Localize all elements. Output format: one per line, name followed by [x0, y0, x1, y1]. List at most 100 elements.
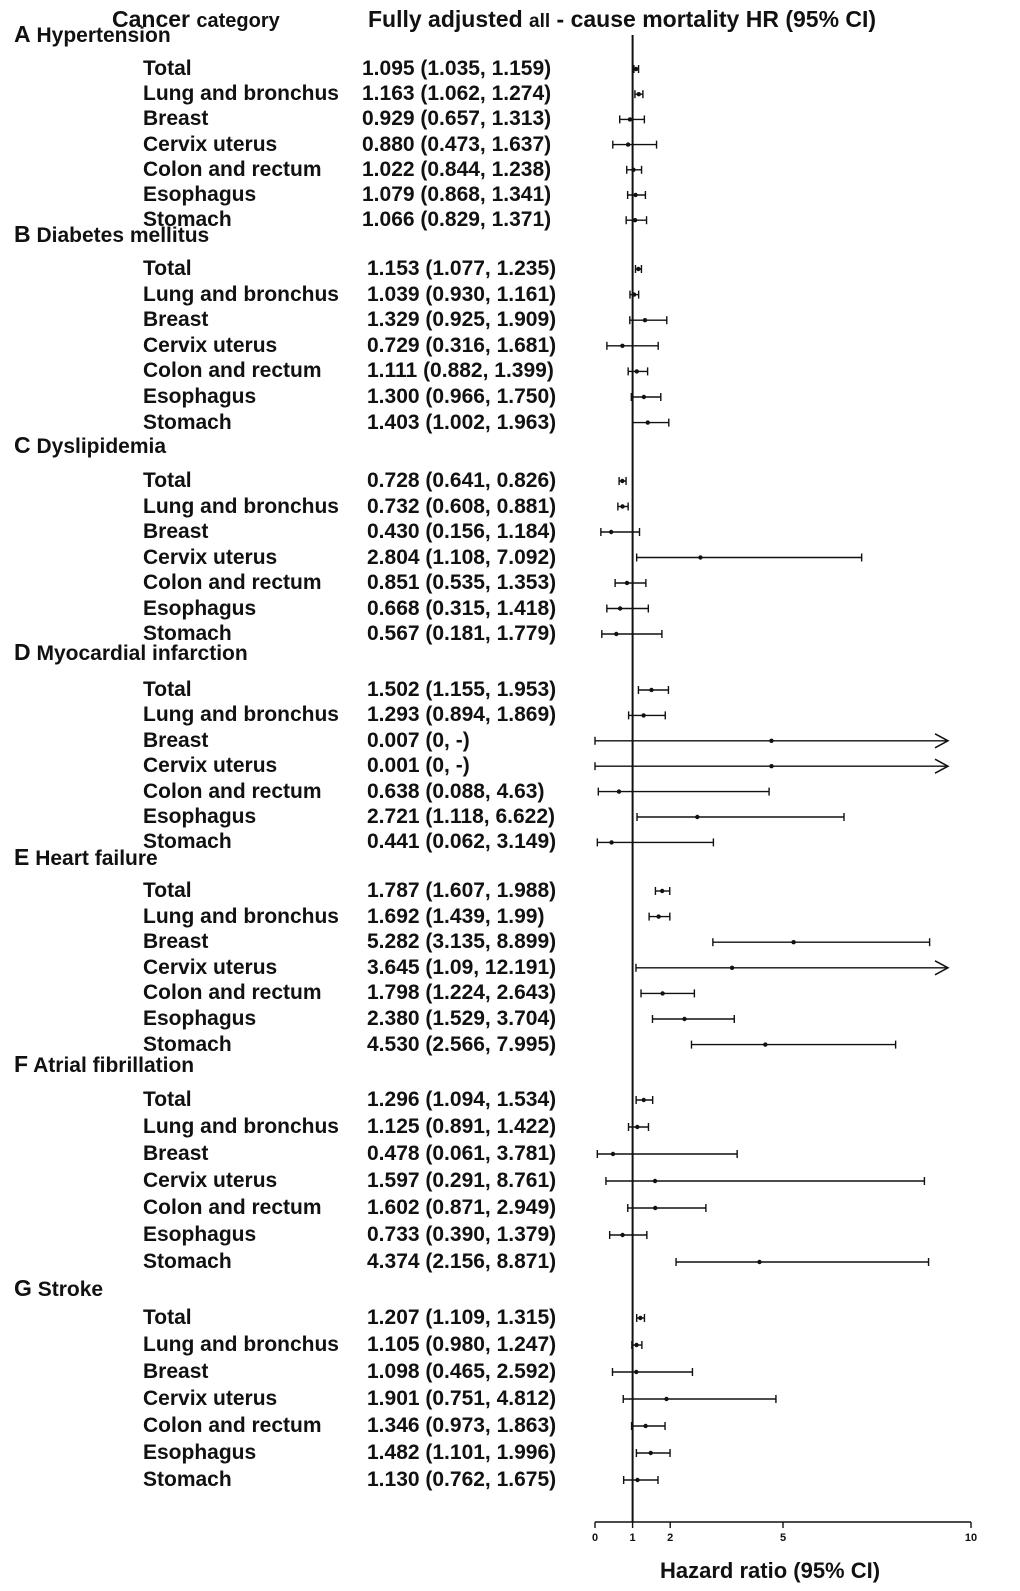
group-heading: B Diabetes mellitus: [14, 221, 209, 248]
row-label-esophagus: Esophagus: [143, 183, 257, 206]
group-letter: G: [14, 1275, 32, 1301]
x-tick-label: 1: [630, 1532, 636, 1544]
group-heading: F Atrial fibrillation: [14, 1051, 194, 1078]
ci-arrow-open: [934, 758, 950, 774]
row-label-colon-rectum: Colon and rectum: [143, 571, 322, 594]
row-value-breast: 0.478 (0.061, 3.781): [367, 1142, 557, 1165]
column-header-cancer-category: Cancer category: [112, 6, 280, 33]
row-value-stomach: 0.441 (0.062, 3.149): [367, 830, 557, 854]
point-estimate-esophagus: [620, 1232, 625, 1238]
point-estimate-stomach: [763, 1042, 768, 1047]
point-estimate-stomach: [632, 218, 638, 223]
point-estimate-colon-rectum: [624, 580, 630, 586]
row-label-breast: Breast: [143, 107, 209, 131]
row-label-total: Total: [143, 469, 192, 492]
header-fully-adjusted: Fully adjusted: [368, 6, 523, 32]
row-value-total: 1.095 (1.035, 1.159): [362, 57, 552, 80]
row-label-cervix-uterus: Cervix uterus: [143, 955, 278, 979]
row-label-cervix-uterus: Cervix uterus: [143, 333, 278, 357]
point-estimate-total: [641, 1097, 646, 1103]
row-label-stomach: Stomach: [143, 830, 232, 854]
row-value-stomach: 1.130 (0.762, 1.675): [367, 1468, 557, 1491]
row-value-breast: 1.098 (0.465, 2.592): [367, 1360, 557, 1383]
point-estimate-breast: [627, 117, 633, 122]
point-estimate-total: [620, 478, 625, 484]
point-estimate-esophagus: [641, 394, 647, 400]
row-value-lung-bronchus: 1.163 (1.062, 1.274): [362, 82, 552, 106]
row-value-lung-bronchus: 1.039 (0.930, 1.161): [367, 282, 557, 306]
row-label-esophagus: Esophagus: [143, 805, 257, 828]
group-name: Myocardial infarction: [36, 642, 248, 665]
point-estimate-esophagus: [682, 1016, 687, 1022]
row-value-colon-rectum: 1.022 (0.844, 1.238): [362, 157, 552, 181]
point-estimate-lung-bronchus: [641, 713, 646, 718]
group-heading: G Stroke: [14, 1275, 103, 1302]
row-label-cervix-uterus: Cervix uterus: [143, 545, 278, 569]
point-estimate-stomach: [609, 840, 614, 845]
row-label-colon-rectum: Colon and rectum: [143, 157, 322, 181]
row-label-breast: Breast: [143, 930, 209, 954]
row-label-breast: Breast: [143, 1360, 209, 1383]
point-estimate-esophagus: [617, 606, 623, 611]
point-estimate-lung-bronchus: [631, 292, 637, 297]
group-heading: A Hypertension: [14, 21, 171, 48]
row-value-breast: 0.929 (0.657, 1.313): [362, 107, 552, 131]
row-value-total: 1.153 (1.077, 1.235): [367, 257, 557, 280]
point-estimate-lung-bronchus: [636, 92, 641, 97]
row-value-breast: 0.007 (0, -): [367, 728, 470, 752]
row-label-lung-bronchus: Lung and bronchus: [143, 904, 339, 928]
row-value-breast: 1.329 (0.925, 1.909): [367, 308, 557, 332]
row-label-esophagus: Esophagus: [143, 385, 257, 408]
row-value-colon-rectum: 1.602 (0.871, 2.949): [367, 1196, 557, 1219]
row-value-lung-bronchus: 1.692 (1.439, 1.99): [367, 904, 545, 928]
header-cause-mortality: - cause mortality HR (95% CI): [556, 6, 877, 32]
row-value-cervix-uterus: 3.645 (1.09, 12.191): [367, 955, 557, 979]
row-value-colon-rectum: 0.638 (0.088, 4.63): [367, 779, 545, 803]
row-label-total: Total: [143, 1088, 192, 1111]
group-letter: F: [14, 1051, 29, 1077]
row-value-stomach: 1.066 (0.829, 1.371): [362, 208, 552, 232]
row-value-esophagus: 1.300 (0.966, 1.750): [367, 385, 557, 408]
point-estimate-cervix-uterus: [729, 965, 735, 970]
row-label-lung-bronchus: Lung and bronchus: [143, 494, 339, 518]
point-estimate-breast: [608, 529, 614, 535]
row-value-lung-bronchus: 1.105 (0.980, 1.247): [367, 1333, 557, 1356]
point-estimate-colon-rectum: [653, 1205, 658, 1211]
point-estimate-cervix-uterus: [698, 555, 703, 560]
row-value-cervix-uterus: 2.804 (1.108, 7.092): [367, 545, 557, 569]
point-estimate-lung-bronchus: [620, 504, 625, 509]
point-estimate-stomach: [614, 631, 619, 637]
row-value-stomach: 1.403 (1.002, 1.963): [367, 410, 557, 434]
row-label-total: Total: [143, 57, 192, 80]
row-value-esophagus: 2.721 (1.118, 6.622): [367, 805, 555, 828]
x-tick-label: 0: [592, 1532, 598, 1544]
row-label-lung-bronchus: Lung and bronchus: [143, 282, 339, 306]
row-value-cervix-uterus: 0.001 (0, -): [367, 754, 470, 778]
point-estimate-esophagus: [695, 814, 700, 820]
row-label-colon-rectum: Colon and rectum: [143, 359, 322, 383]
row-label-stomach: Stomach: [143, 1032, 232, 1056]
group-name: Dyslipidemia: [36, 435, 167, 458]
row-value-lung-bronchus: 1.125 (0.891, 1.422): [367, 1115, 557, 1138]
point-estimate-breast: [634, 1369, 639, 1375]
group-letter: C: [14, 432, 31, 458]
row-label-stomach: Stomach: [143, 622, 232, 645]
row-value-colon-rectum: 0.851 (0.535, 1.353): [367, 571, 557, 594]
row-label-colon-rectum: Colon and rectum: [143, 1414, 322, 1437]
point-estimate-lung-bronchus: [656, 914, 661, 919]
ci-arrow-open: [934, 960, 950, 976]
row-label-cervix-uterus: Cervix uterus: [143, 1169, 278, 1192]
row-value-stomach: 4.530 (2.566, 7.995): [367, 1032, 557, 1056]
row-label-lung-bronchus: Lung and bronchus: [143, 82, 339, 106]
row-value-total: 1.296 (1.094, 1.534): [367, 1088, 557, 1111]
point-estimate-stomach: [757, 1259, 762, 1265]
row-value-breast: 0.430 (0.156, 1.184): [367, 520, 557, 543]
point-estimate-cervix-uterus: [625, 142, 631, 147]
row-value-colon-rectum: 1.111 (0.882, 1.399): [367, 359, 554, 383]
row-label-breast: Breast: [143, 308, 209, 332]
row-label-stomach: Stomach: [143, 1468, 232, 1491]
group-name: Atrial fibrillation: [33, 1054, 195, 1077]
point-estimate-lung-bronchus: [634, 1342, 639, 1348]
row-label-breast: Breast: [143, 728, 209, 752]
